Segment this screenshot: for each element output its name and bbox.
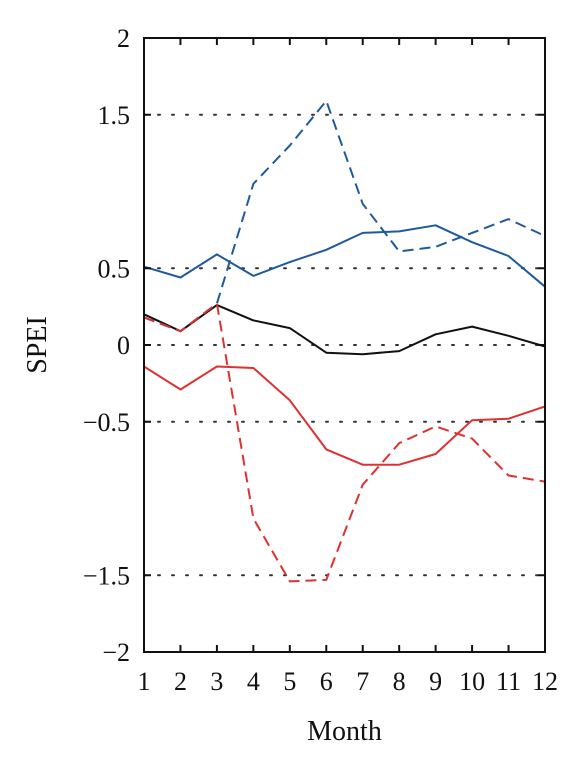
series-line-2: [143, 99, 546, 333]
x-tick-label: 12: [532, 667, 558, 696]
y-tick-labels: 2 1.5 0.5 0 −0.5 −1.5 −2: [83, 24, 130, 667]
y-axis-title: SPEI: [22, 316, 53, 374]
x-tick-label: 10: [459, 667, 485, 696]
series-line-1: [143, 224, 546, 288]
x-tick-label: 5: [283, 667, 296, 696]
x-tick-labels: 1 2 3 4 5 6 7 8 9 10 11 12: [138, 667, 559, 696]
gridlines: [143, 113, 546, 577]
x-tick-label: 2: [174, 667, 187, 696]
x-tick-label: 9: [429, 667, 442, 696]
x-tick-label: 7: [356, 667, 369, 696]
x-tick-label: 3: [210, 667, 223, 696]
series-line-4: [143, 365, 546, 466]
y-tick-label: 1.5: [98, 101, 131, 130]
plot-frame: [143, 37, 546, 653]
x-tick-label: 8: [393, 667, 406, 696]
series-line-5: [143, 302, 546, 583]
series-lines: [143, 99, 546, 583]
y-tick-label: 0.5: [98, 254, 131, 283]
y-tick-label: −1.5: [83, 561, 130, 590]
x-tick-label: 1: [138, 667, 151, 696]
x-tick-label: 11: [496, 667, 521, 696]
x-tick-label: 6: [320, 667, 333, 696]
y-tick-label: 2: [117, 24, 130, 53]
x-tick-label: 4: [247, 667, 260, 696]
y-tick-label: 0: [117, 331, 130, 360]
y-tick-label: −0.5: [83, 408, 130, 437]
y-tick-label: −2: [102, 638, 130, 667]
axis-ticks: [143, 37, 546, 653]
x-axis-title: Month: [307, 716, 382, 747]
